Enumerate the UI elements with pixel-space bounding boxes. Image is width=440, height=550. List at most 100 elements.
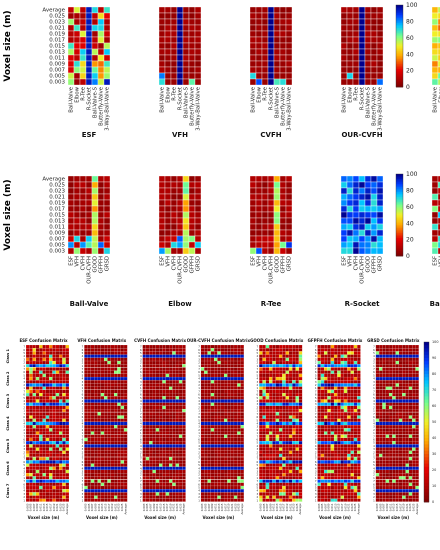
matrix-cell [97,389,101,394]
matrix-cell [223,373,228,378]
matrix-cell [152,495,156,499]
heatmap-cell [358,211,366,219]
matrix-cell [87,367,91,371]
y-tick-label: 0.007 [49,237,65,243]
matrix-cell [200,357,205,362]
matrix-cell [55,360,60,365]
colorbar-step [396,60,403,63]
matrix-cell [114,431,118,435]
matrix-cell [55,386,60,390]
matrix-cell [59,495,63,499]
matrix-cell [292,392,296,397]
matrix-cell [62,434,66,438]
heatmap-cell [85,30,93,38]
matrix-cell [288,469,293,474]
matrix-cell [110,380,115,384]
matrix-cell [204,364,208,368]
matrix-cell [230,389,235,394]
matrix-cell [123,453,128,458]
matrix-cell [84,431,88,435]
matrix-cell [292,383,296,387]
heatmap-cell [182,175,190,183]
heatmap-cell [176,24,184,32]
heatmap-cell [194,24,202,32]
matrix-cell [223,453,228,458]
matrix-cell [149,441,153,445]
heatmap-cell [346,6,354,14]
matrix-cell [39,485,43,490]
heatmap-cell [364,193,372,201]
matrix-cell [62,492,66,496]
matrix-cell [100,402,105,406]
matrix-cell [52,367,56,371]
matrix-cell [217,492,221,496]
matrix-cell [172,344,176,349]
heatmap-cell [164,181,172,189]
matrix-cell [162,457,166,461]
x-tick-label: R-Tee [172,87,178,101]
colorbar-step [396,174,403,177]
matrix-cell [104,396,108,400]
matrix-title: CVFH Confusion Matrix [134,338,186,343]
matrix-cell [114,386,118,390]
matrix-cell [175,383,180,387]
heatmap-cell [437,60,440,68]
matrix-cell [282,409,286,413]
matrix-cell [35,360,40,365]
heatmap-cell [67,54,75,62]
matrix-cell [29,376,33,381]
heatmap-cell [437,78,440,86]
matrix-cell [182,380,186,384]
matrix-cell [35,399,40,403]
matrix-cell [178,453,183,458]
matrix-cell [45,421,50,426]
inner-tick-label: 6 [198,415,200,419]
matrix-cell [94,437,98,442]
matrix-cell [100,412,105,416]
matrix-cell [45,409,50,413]
matrix-cell [233,457,238,461]
heatmap-cell [255,42,263,50]
heatmap-cell [358,241,366,249]
heatmap-cell [352,193,360,201]
colorbar-step [396,216,403,219]
colorbar-step [396,42,403,45]
matrix-cell [35,418,40,422]
matrix-cell [107,479,111,483]
inner-tick-label: 1 [140,364,142,368]
matrix-cell [35,457,40,461]
matrix-cell [162,364,166,368]
matrix-cell [42,399,46,403]
matrix-cell [155,463,160,467]
matrix-cell [65,434,70,438]
matrix-cell [165,354,170,358]
matrix-cell [265,434,270,438]
matrix-cell [35,380,40,384]
matrix-cell [152,441,156,445]
matrix-cell [227,466,231,471]
heatmap-cell [176,229,184,237]
matrix-cell [123,344,128,349]
matrix-cell [152,421,156,426]
matrix-cell [227,437,231,442]
matrix-cell [97,386,101,390]
matrix-cell [162,380,166,384]
matrix-cell [295,405,299,410]
inner-tick-label: 5 [140,373,142,377]
matrix-cell [233,450,238,454]
colorbar-tick-label: 0 [406,84,410,91]
matrix-cell [49,485,53,490]
heatmap-cell [170,217,178,225]
matrix-cell [288,344,293,349]
matrix-cell [142,367,146,371]
matrix-cell [214,399,218,403]
matrix-cell [168,383,173,387]
heatmap-cell [182,24,190,32]
matrix-cell [159,396,163,400]
matrix-cell [214,396,218,400]
heatmap-cell [158,199,166,207]
matrix-cell [214,357,218,362]
matrix-cell [152,476,156,480]
matrix-cell [269,354,273,358]
inner-tick-label: 1 [82,386,84,390]
